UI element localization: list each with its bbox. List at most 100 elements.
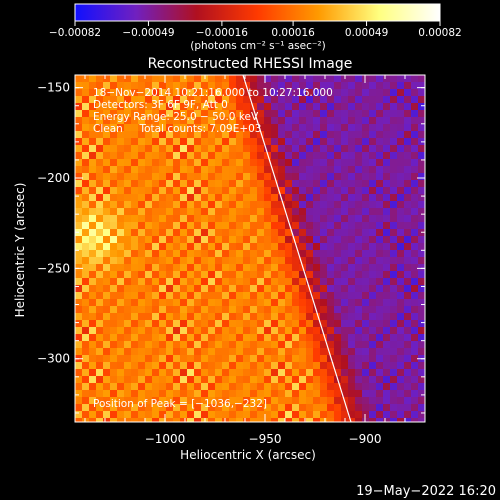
heatmap-cell [89,362,97,370]
heatmap-cell [397,173,405,181]
heatmap-cell [299,257,307,265]
heatmap-cell [404,341,412,349]
heatmap-cell [404,243,412,251]
heatmap-cell [145,327,153,335]
heatmap-cell [285,229,293,237]
heatmap-cell [82,327,90,335]
heatmap-cell [89,334,97,342]
heatmap-cell [222,390,230,398]
heatmap-cell [145,348,153,356]
heatmap-cell [166,145,174,153]
heatmap-cell [222,222,230,230]
heatmap-cell [299,320,307,328]
heatmap-cell [152,320,160,328]
heatmap-cell [404,257,412,265]
heatmap-cell [278,187,286,195]
heatmap-cell [257,173,265,181]
heatmap-cell [215,411,223,419]
heatmap-cell [75,173,83,181]
heatmap-cell [362,404,370,412]
heatmap-cell [320,222,328,230]
heatmap-cell [327,418,335,422]
heatmap-cell [236,320,244,328]
heatmap-cell [194,145,202,153]
heatmap-cell [306,327,314,335]
heatmap-cell [250,180,258,188]
heatmap-cell [166,320,174,328]
heatmap-cell [355,348,363,356]
heatmap-cell [138,243,146,251]
heatmap-cell [159,313,167,321]
heatmap-cell [96,250,104,258]
heatmap-cell [243,411,251,419]
heatmap-cell [355,229,363,237]
heatmap-cell [138,306,146,314]
heatmap-cell [82,271,90,279]
heatmap-cell [110,138,118,146]
heatmap-cell [369,103,377,111]
y-axis-title: Heliocentric Y (arcsec) [13,183,27,318]
heatmap-cell [369,285,377,293]
heatmap-cell [96,306,104,314]
heatmap-cell [187,320,195,328]
heatmap-cell [306,159,314,167]
heatmap-cell [236,285,244,293]
heatmap-cell [404,166,412,174]
heatmap-cell [166,124,174,132]
heatmap-cell [201,103,209,111]
heatmap-cell [89,411,97,419]
heatmap-cell [194,299,202,307]
heatmap-cell [117,418,125,422]
heatmap-cell [222,404,230,412]
heatmap-cell [110,320,118,328]
heatmap-cell [173,278,181,286]
heatmap-cell [201,152,209,160]
heatmap-cell [355,299,363,307]
heatmap-cell [355,404,363,412]
heatmap-cell [117,292,125,300]
heatmap-cell [404,327,412,335]
heatmap-cell [159,264,167,272]
solar-limb-line [242,75,352,422]
heatmap-cell [201,327,209,335]
heatmap-cell [194,278,202,286]
heatmap-cell [390,313,398,321]
heatmap-cell [320,306,328,314]
heatmap-cell [306,299,314,307]
heatmap-cell [299,236,307,244]
heatmap-cell [194,180,202,188]
heatmap-cell [152,138,160,146]
heatmap-cell [341,117,349,125]
heatmap-cell [187,166,195,174]
heatmap-cell [103,257,111,265]
heatmap-cell [397,75,405,83]
heatmap-cell [383,299,391,307]
heatmap-cell [292,215,300,223]
heatmap-cell [383,362,391,370]
heatmap-cell [138,173,146,181]
heatmap-cell [187,383,195,391]
heatmap-cell [180,306,188,314]
heatmap-cell [138,369,146,377]
heatmap-cell [103,362,111,370]
heatmap-cell [180,222,188,230]
heatmap-cell [187,180,195,188]
heatmap-cell [194,152,202,160]
heatmap-cell [124,124,132,132]
heatmap-cell [89,299,97,307]
heatmap-cell [264,75,272,83]
heatmap-cell [201,383,209,391]
heatmap-cell [313,75,321,83]
heatmap-cell [341,159,349,167]
heatmap-cell [236,131,244,139]
heatmap-cell [110,334,118,342]
heatmap-cell [173,89,181,97]
heatmap-cell [355,397,363,405]
heatmap-cell [117,110,125,118]
heatmap-cell [194,201,202,209]
heatmap-cell [131,82,139,90]
heatmap-cell [327,327,335,335]
heatmap-cell [341,320,349,328]
heatmap-cell [397,89,405,97]
heatmap-cell [299,313,307,321]
